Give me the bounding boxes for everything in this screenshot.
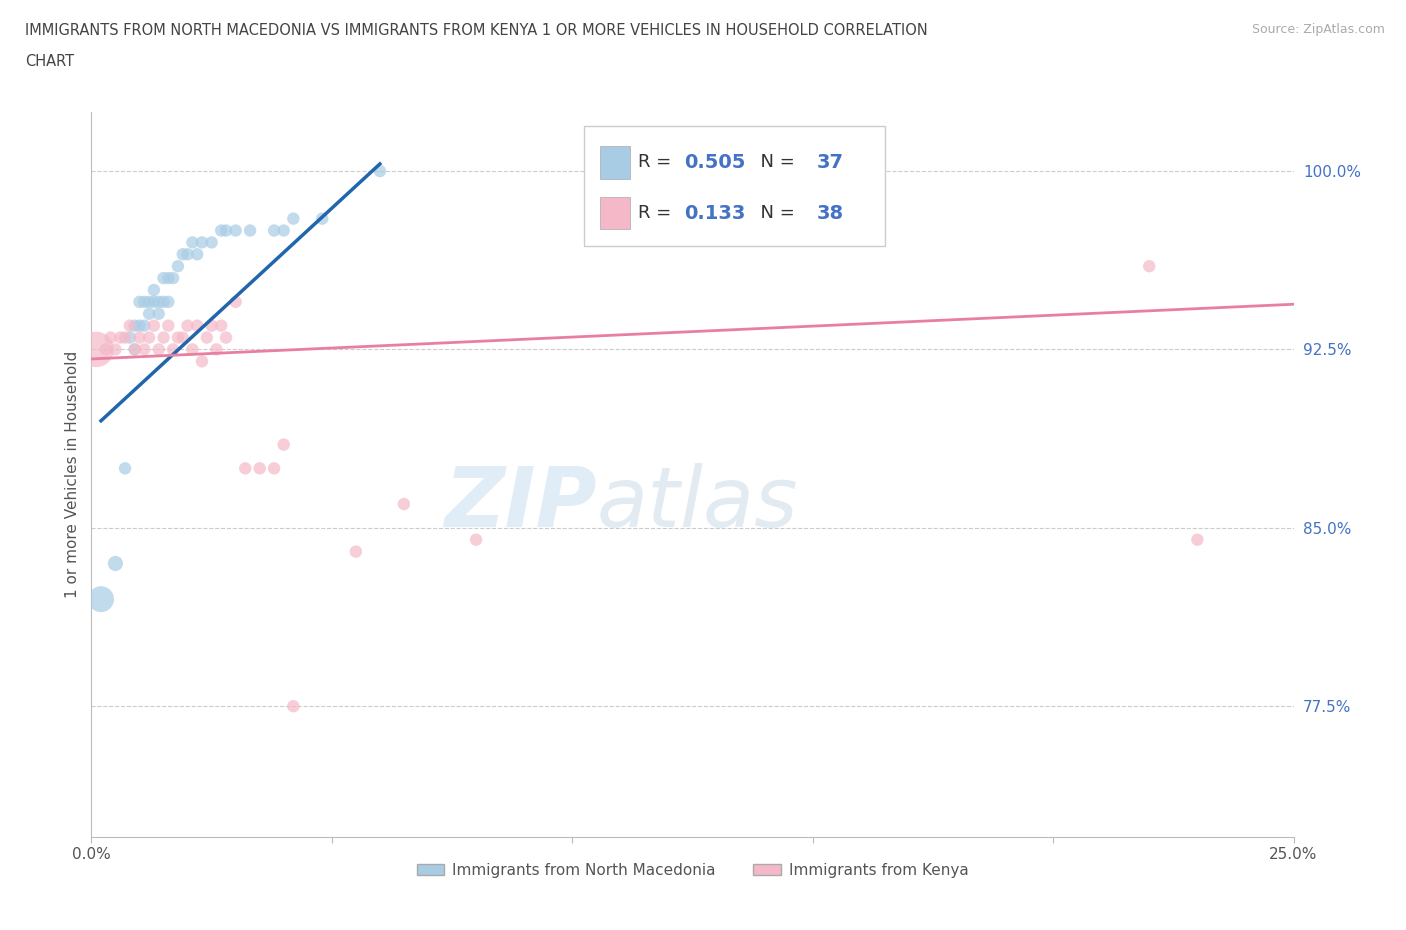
Point <box>124 318 146 333</box>
Point <box>142 318 165 333</box>
Point <box>283 698 305 713</box>
Point <box>124 342 146 357</box>
Point <box>162 342 184 357</box>
Point <box>104 556 127 571</box>
Point <box>249 461 271 476</box>
Point <box>186 246 208 261</box>
Text: atlas: atlas <box>596 463 799 544</box>
Point <box>263 223 285 238</box>
Point <box>172 330 194 345</box>
Point <box>176 246 198 261</box>
Text: R =: R = <box>638 153 678 171</box>
Point <box>209 318 232 333</box>
Point <box>392 497 415 512</box>
Point <box>84 342 107 357</box>
Point <box>152 330 174 345</box>
Text: N =: N = <box>749 205 800 222</box>
Point <box>94 342 117 357</box>
Point <box>191 354 214 369</box>
Text: CHART: CHART <box>25 54 75 69</box>
Point <box>273 223 295 238</box>
Point <box>157 271 180 286</box>
Point <box>368 164 391 179</box>
Text: R =: R = <box>638 205 683 222</box>
Point <box>118 330 141 345</box>
Point <box>209 223 232 238</box>
Point <box>191 235 214 250</box>
Point <box>90 591 112 606</box>
Point <box>1187 532 1209 547</box>
Point <box>167 259 190 273</box>
Bar <box>600 146 630 179</box>
Point <box>100 330 122 345</box>
Point <box>167 330 190 345</box>
Text: IMMIGRANTS FROM NORTH MACEDONIA VS IMMIGRANTS FROM KENYA 1 OR MORE VEHICLES IN H: IMMIGRANTS FROM NORTH MACEDONIA VS IMMIG… <box>25 23 928 38</box>
Text: 0.505: 0.505 <box>685 153 745 172</box>
Point <box>134 318 156 333</box>
Point <box>162 271 184 286</box>
Point <box>142 283 165 298</box>
Point <box>114 330 136 345</box>
Point <box>465 532 488 547</box>
Point <box>215 330 238 345</box>
Point <box>311 211 333 226</box>
Point <box>273 437 295 452</box>
Legend: Immigrants from North Macedonia, Immigrants from Kenya: Immigrants from North Macedonia, Immigra… <box>411 857 974 884</box>
Point <box>152 271 174 286</box>
Point <box>172 246 194 261</box>
Bar <box>600 197 630 230</box>
Text: 37: 37 <box>817 153 844 172</box>
Point <box>205 342 228 357</box>
Point <box>114 461 136 476</box>
Point <box>157 318 180 333</box>
Point <box>181 342 204 357</box>
Point <box>148 306 170 321</box>
Point <box>283 211 305 226</box>
Point <box>128 295 150 310</box>
Point <box>186 318 208 333</box>
Text: 0.133: 0.133 <box>685 204 745 222</box>
Text: ZIP: ZIP <box>444 463 596 544</box>
Point <box>152 295 174 310</box>
Point <box>134 295 156 310</box>
Point <box>215 223 238 238</box>
Text: N =: N = <box>749 153 800 171</box>
Point <box>118 318 141 333</box>
Point <box>148 342 170 357</box>
Point <box>195 330 218 345</box>
Point <box>201 235 224 250</box>
Point <box>128 330 150 345</box>
Point <box>124 342 146 357</box>
Point <box>110 330 132 345</box>
Point <box>148 295 170 310</box>
Point <box>1137 259 1160 273</box>
Text: 38: 38 <box>817 204 844 222</box>
Point <box>138 330 160 345</box>
Point <box>104 342 127 357</box>
Y-axis label: 1 or more Vehicles in Household: 1 or more Vehicles in Household <box>65 351 80 598</box>
Point <box>128 318 150 333</box>
Point <box>181 235 204 250</box>
Point <box>201 318 224 333</box>
Point <box>176 318 198 333</box>
Point <box>157 295 180 310</box>
Point <box>239 223 262 238</box>
Point <box>138 295 160 310</box>
Point <box>142 295 165 310</box>
Point <box>344 544 367 559</box>
Point <box>263 461 285 476</box>
FancyBboxPatch shape <box>585 126 884 246</box>
Text: Source: ZipAtlas.com: Source: ZipAtlas.com <box>1251 23 1385 36</box>
Point <box>225 295 247 310</box>
Point <box>225 223 247 238</box>
Point <box>138 306 160 321</box>
Point <box>134 342 156 357</box>
Point <box>233 461 256 476</box>
